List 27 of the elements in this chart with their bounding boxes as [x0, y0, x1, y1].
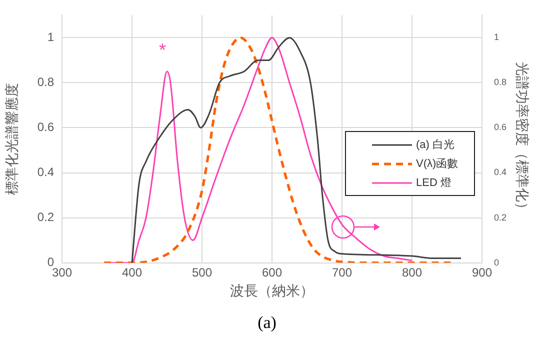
text: (a) — [256, 313, 278, 333]
x-tick-label: 800 — [402, 265, 422, 280]
y2-tick-label: 0.4 — [494, 167, 507, 178]
x-tick-label: 600 — [262, 265, 282, 280]
x-tick-label: 500 — [192, 265, 212, 280]
x-tick-label: 300 — [52, 265, 72, 280]
y2-tick-label: 0.8 — [494, 77, 507, 88]
y2-tick-label: 1 — [494, 32, 500, 42]
y-tick-label: 0.8 — [37, 75, 54, 90]
y-tick-label: 0.6 — [37, 120, 54, 134]
y-tick-label: 0.2 — [37, 210, 54, 224]
y2-axis-title: 光譜功率密度（標準化） — [514, 62, 531, 216]
y-tick-label: 0.4 — [37, 165, 54, 180]
y-tick-label: 1 — [47, 30, 54, 44]
annotation: * — [159, 40, 166, 61]
y-axis-title: 標準化光譜響應度 — [3, 83, 20, 195]
y2-tick-label: 0.6 — [494, 122, 507, 132]
legend-label: V(λ)函數 — [416, 157, 458, 171]
x-tick-label: 400 — [122, 265, 142, 280]
x-tick-label: 700 — [332, 265, 352, 280]
legend-label: (a) 白光 — [416, 138, 454, 152]
y2-tick-label: 0.2 — [494, 212, 507, 222]
y-tick-label: 0 — [47, 255, 54, 270]
x-tick-label: 900 — [472, 265, 492, 280]
y2-tick-label: 0 — [494, 257, 500, 268]
x-axis-title: 波長（納米） — [230, 282, 314, 298]
legend-label: LED 燈 — [416, 176, 452, 190]
